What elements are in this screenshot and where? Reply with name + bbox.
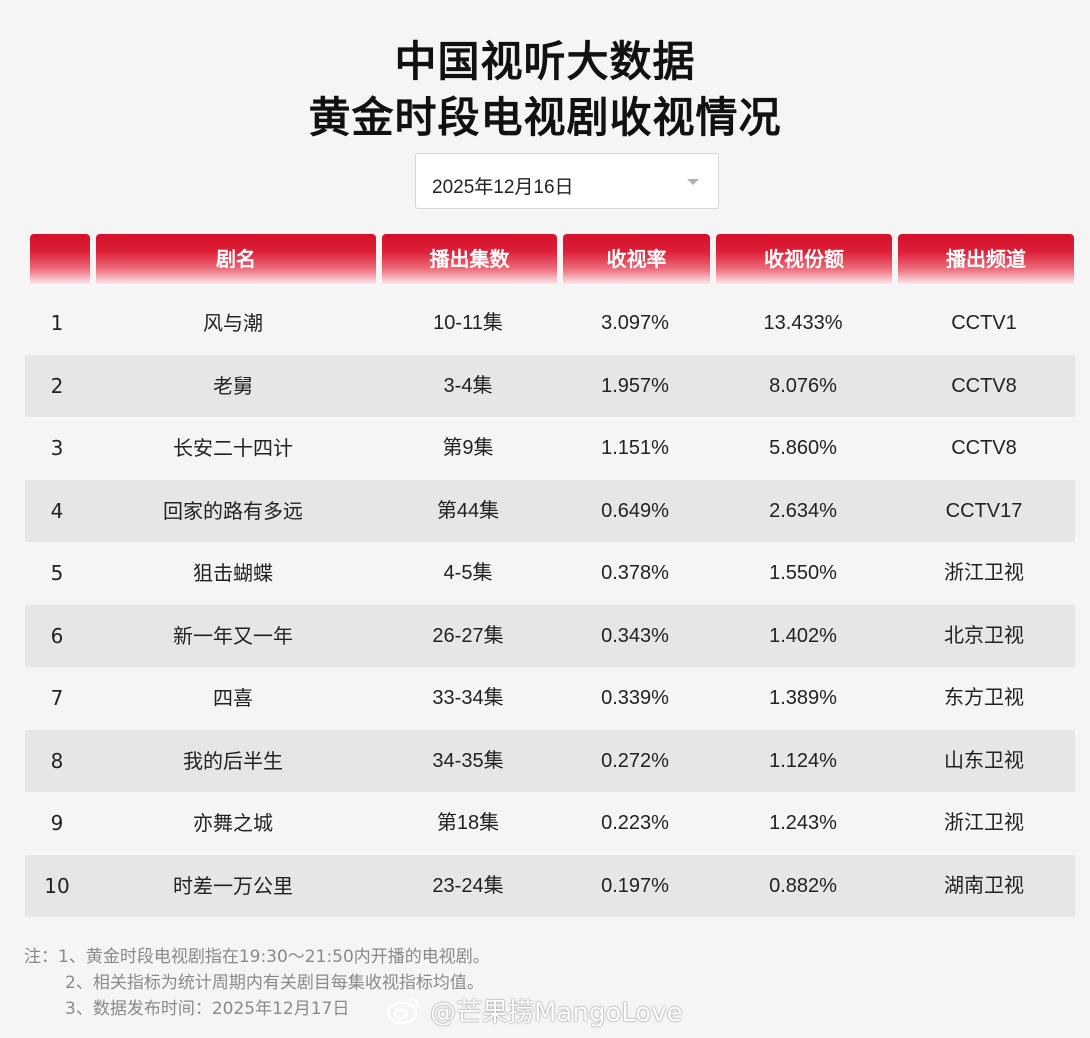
cell-channel: CCTV8 (951, 374, 1017, 397)
table-row: 4 回家的路有多远 第44集 0.649% 2.634% CCTV17 (25, 479, 1075, 542)
cell-rating: 0.223% (601, 812, 669, 834)
cell-channel: 北京卫视 (944, 624, 1024, 647)
table-row: 10 时差一万公里 23-24集 0.197% 0.882% 湖南卫视 (25, 854, 1075, 917)
weibo-logo-icon (386, 995, 422, 1025)
cell-episodes: 第18集 (436, 812, 500, 834)
cell-rank: 2 (50, 373, 64, 398)
cell-drama-name: 长安二十四计 (173, 436, 293, 460)
cell-channel: 山东卫视 (944, 749, 1024, 772)
table-row: 3 长安二十四计 第9集 1.151% 5.860% CCTV8 (25, 417, 1075, 479)
header-share: 收视份额 (716, 234, 892, 284)
date-dropdown-value: 2025年12月16日 (432, 177, 574, 198)
cell-rank: 9 (50, 811, 64, 835)
cell-share: 1.389% (769, 687, 837, 709)
cell-share: 1.550% (769, 562, 837, 584)
cell-share: 1.402% (769, 624, 837, 647)
cell-rank: 7 (50, 686, 64, 710)
cell-drama-name: 我的后半生 (183, 748, 283, 773)
cell-channel: CCTV17 (945, 499, 1023, 522)
cell-drama-name: 狙击蝴蝶 (193, 561, 273, 585)
cell-rank: 1 (50, 311, 64, 335)
footnote-2: 2、相关指标为统计周期内有关剧目每集收视指标均值。 (65, 973, 484, 993)
cell-channel: 东方卫视 (944, 687, 1024, 709)
cell-rank: 5 (50, 561, 64, 585)
cell-share: 1.124% (769, 749, 837, 772)
cell-rating: 0.378% (601, 562, 669, 584)
cell-episodes: 10-11集 (433, 312, 503, 334)
cell-episodes: 第44集 (436, 499, 500, 522)
page-title: 中国视听大数据 (394, 37, 696, 86)
page-subtitle: 黄金时段电视剧收视情况 (308, 93, 782, 142)
cell-share: 5.860% (769, 437, 837, 459)
cell-drama-name: 四喜 (213, 686, 253, 710)
header-rank (30, 234, 90, 284)
table-row: 9 亦舞之城 第18集 0.223% 1.243% 浙江卫视 (25, 792, 1075, 854)
cell-share: 2.634% (769, 499, 837, 522)
watermark: @芒果捞MangoLove (386, 990, 683, 1030)
table-row: 6 新一年又一年 26-27集 0.343% 1.402% 北京卫视 (25, 604, 1075, 667)
table-row: 8 我的后半生 34-35集 0.272% 1.124% 山东卫视 (25, 729, 1075, 792)
table-row: 5 狙击蝴蝶 4-5集 0.378% 1.550% 浙江卫视 (25, 542, 1075, 604)
cell-episodes: 第9集 (442, 437, 494, 459)
table-row: 7 四喜 33-34集 0.339% 1.389% 东方卫视 (25, 667, 1075, 729)
cell-episodes: 4-5集 (443, 562, 493, 584)
header-rating: 收视率 (563, 234, 710, 284)
cell-drama-name: 风与潮 (203, 311, 263, 335)
chevron-down-icon (687, 179, 699, 185)
cell-channel: CCTV1 (951, 312, 1017, 334)
cell-rank: 6 (50, 623, 64, 648)
cell-channel: 浙江卫视 (944, 812, 1024, 834)
cell-rating: 0.649% (601, 499, 669, 522)
cell-episodes: 33-34集 (432, 687, 504, 709)
cell-drama-name: 亦舞之城 (193, 811, 273, 835)
cell-share: 8.076% (769, 374, 837, 397)
cell-rating: 3.097% (601, 312, 669, 334)
cell-rating: 1.151% (601, 437, 669, 459)
cell-rating: 0.197% (601, 874, 669, 897)
cell-rating: 1.957% (601, 374, 669, 397)
cell-episodes: 26-27集 (432, 624, 504, 647)
cell-rank: 3 (50, 436, 64, 460)
cell-drama-name: 时差一万公里 (173, 873, 293, 898)
cell-share: 1.243% (769, 812, 837, 834)
footnotes: 注：1、黄金时段电视剧指在19:30～21:50内开播的电视剧。 2、相关指标为… (24, 944, 490, 1022)
cell-rank: 4 (50, 498, 64, 523)
cell-channel: 浙江卫视 (944, 562, 1024, 584)
cell-rating: 0.339% (601, 687, 669, 709)
cell-episodes: 34-35集 (432, 749, 504, 772)
cell-rank: 8 (50, 748, 64, 773)
table-row: 2 老舅 3-4集 1.957% 8.076% CCTV8 (25, 354, 1075, 417)
cell-rating: 0.343% (601, 624, 669, 647)
cell-rating: 0.272% (601, 749, 669, 772)
table-row: 1 风与潮 10-11集 3.097% 13.433% CCTV1 (25, 292, 1075, 354)
header-drama-name: 剧名 (96, 234, 376, 284)
header-channel: 播出频道 (898, 234, 1074, 284)
cell-rank: 10 (44, 873, 70, 898)
cell-drama-name: 新一年又一年 (173, 623, 293, 648)
cell-share: 13.433% (763, 312, 843, 334)
cell-channel: CCTV8 (951, 437, 1017, 459)
date-dropdown[interactable]: 2025年12月16日 (415, 153, 719, 209)
watermark-text: @芒果捞MangoLove (430, 997, 683, 1028)
footnote-1: 注：1、黄金时段电视剧指在19:30～21:50内开播的电视剧。 (24, 947, 490, 967)
cell-share: 0.882% (769, 874, 837, 897)
cell-drama-name: 老舅 (213, 373, 253, 398)
cell-drama-name: 回家的路有多远 (163, 498, 303, 523)
header-episodes: 播出集数 (382, 234, 557, 284)
cell-episodes: 3-4集 (443, 374, 493, 397)
cell-channel: 湖南卫视 (944, 874, 1024, 897)
cell-episodes: 23-24集 (432, 874, 504, 897)
footnote-3: 3、数据发布时间：2025年12月17日 (65, 999, 350, 1019)
